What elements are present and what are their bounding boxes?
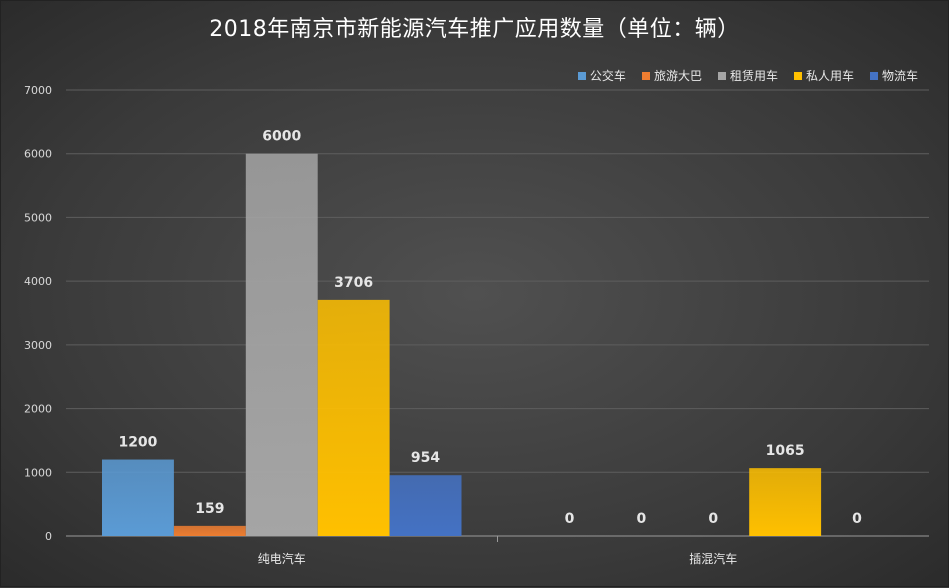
legend-swatch [641, 71, 650, 80]
data-label: 0 [852, 511, 862, 527]
chart-title: 2018年南京市新能源汽车推广应用数量（单位：辆） [209, 17, 740, 42]
legend-swatch [793, 71, 802, 80]
legend-swatch [869, 71, 878, 80]
legend-item: 公交车 [577, 67, 626, 84]
legend-item: 物流车 [869, 67, 918, 84]
legend-label: 私人用车 [805, 69, 854, 83]
bar [317, 299, 390, 536]
legend-item: 私人用车 [793, 67, 854, 84]
bar [102, 459, 174, 536]
legend: 公交车 旅游大巴 租赁用车 私人用车 物流车 [577, 67, 918, 84]
legend-label: 物流车 [881, 69, 918, 83]
data-label: 3706 [334, 275, 373, 291]
legend-item: 旅游大巴 [641, 67, 702, 84]
x-category-label: 插混汽车 [689, 551, 737, 566]
y-tick-label: 0 [45, 530, 52, 543]
y-tick-label: 1000 [24, 466, 52, 479]
data-label: 6000 [262, 129, 301, 145]
bar [173, 525, 246, 536]
x-category-label: 纯电汽车 [258, 551, 306, 566]
data-label: 0 [636, 511, 646, 527]
y-tick-label: 6000 [24, 148, 52, 161]
bar [389, 475, 462, 536]
data-label: 0 [708, 511, 718, 527]
data-label: 1200 [118, 435, 157, 451]
y-tick-label: 7000 [24, 84, 52, 97]
legend-item: 租赁用车 [717, 67, 778, 84]
legend-label: 租赁用车 [729, 69, 778, 83]
legend-label: 公交车 [589, 69, 626, 83]
data-label: 159 [195, 501, 224, 517]
bar [749, 468, 822, 536]
y-tick-label: 5000 [24, 211, 52, 224]
y-tick-label: 3000 [24, 339, 52, 352]
y-tick-label: 2000 [24, 403, 52, 416]
legend-swatch [717, 71, 726, 80]
legend-label: 旅游大巴 [653, 69, 702, 83]
data-label: 954 [411, 450, 440, 466]
data-label: 0 [565, 511, 575, 527]
data-label: 1065 [766, 443, 805, 459]
legend-swatch [577, 71, 586, 80]
y-tick-label: 4000 [24, 275, 52, 288]
bar [245, 153, 318, 536]
